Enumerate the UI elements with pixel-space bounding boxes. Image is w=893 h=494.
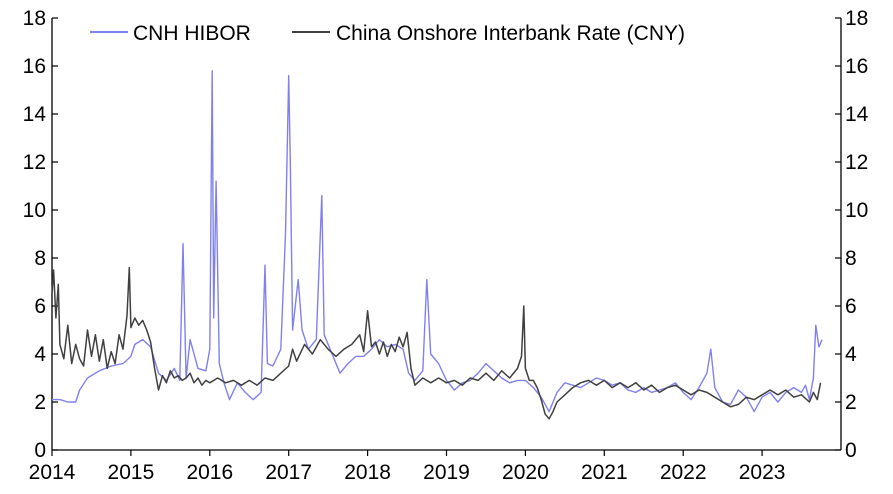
x-tick-label: 2021 — [581, 461, 628, 484]
x-tick-label: 2020 — [502, 461, 549, 484]
x-tick-label: 2016 — [186, 461, 233, 484]
left-y-tick-label: 16 — [23, 55, 46, 78]
right-y-ticks: 0 2 4 6 8 10 12 14 16 18 — [835, 7, 869, 462]
legend-label-china-onshore: China Onshore Interbank Rate (CNY) — [336, 22, 685, 45]
x-tick-label: 2022 — [660, 461, 707, 484]
series-line-china-onshore — [51, 266, 822, 420]
series-layer — [51, 70, 823, 420]
legend: CNH HIBOR China Onshore Interbank Rate (… — [90, 22, 685, 45]
left-y-tick-label: 4 — [34, 343, 46, 366]
right-y-tick-label: 0 — [845, 439, 857, 462]
legend-label-cnh-hibor: CNH HIBOR — [133, 22, 251, 45]
left-y-tick-label: 6 — [34, 295, 46, 318]
left-y-tick-label: 10 — [23, 199, 46, 222]
left-y-tick-label: 2 — [34, 391, 46, 414]
x-tick-label: 2015 — [108, 461, 155, 484]
right-y-tick-label: 4 — [845, 343, 857, 366]
right-y-tick-label: 18 — [845, 7, 868, 30]
left-y-tick-label: 0 — [34, 439, 46, 462]
x-tick-label: 2014 — [29, 461, 76, 484]
left-y-tick-label: 18 — [23, 7, 46, 30]
x-tick-label: 2019 — [423, 461, 470, 484]
left-y-tick-label: 8 — [34, 247, 46, 270]
right-y-tick-label: 10 — [845, 199, 868, 222]
left-y-tick-label: 12 — [23, 151, 46, 174]
left-y-tick-label: 14 — [23, 103, 47, 126]
right-y-tick-label: 8 — [845, 247, 857, 270]
x-tick-label: 2023 — [739, 461, 786, 484]
x-tick-label: 2017 — [265, 461, 312, 484]
x-ticks: 2014 2015 2016 2017 2018 2019 2020 2021 2022 2023 — [29, 450, 786, 484]
right-y-tick-label: 2 — [845, 391, 857, 414]
right-y-tick-label: 12 — [845, 151, 868, 174]
left-y-ticks: 0 2 4 6 8 10 12 14 16 18 — [23, 7, 58, 462]
x-tick-label: 2018 — [344, 461, 391, 484]
series-line-cnh-hibor — [52, 70, 823, 413]
right-y-tick-label: 6 — [845, 295, 857, 318]
right-y-tick-label: 16 — [845, 55, 868, 78]
right-y-tick-label: 14 — [845, 103, 869, 126]
axes — [51, 18, 842, 451]
